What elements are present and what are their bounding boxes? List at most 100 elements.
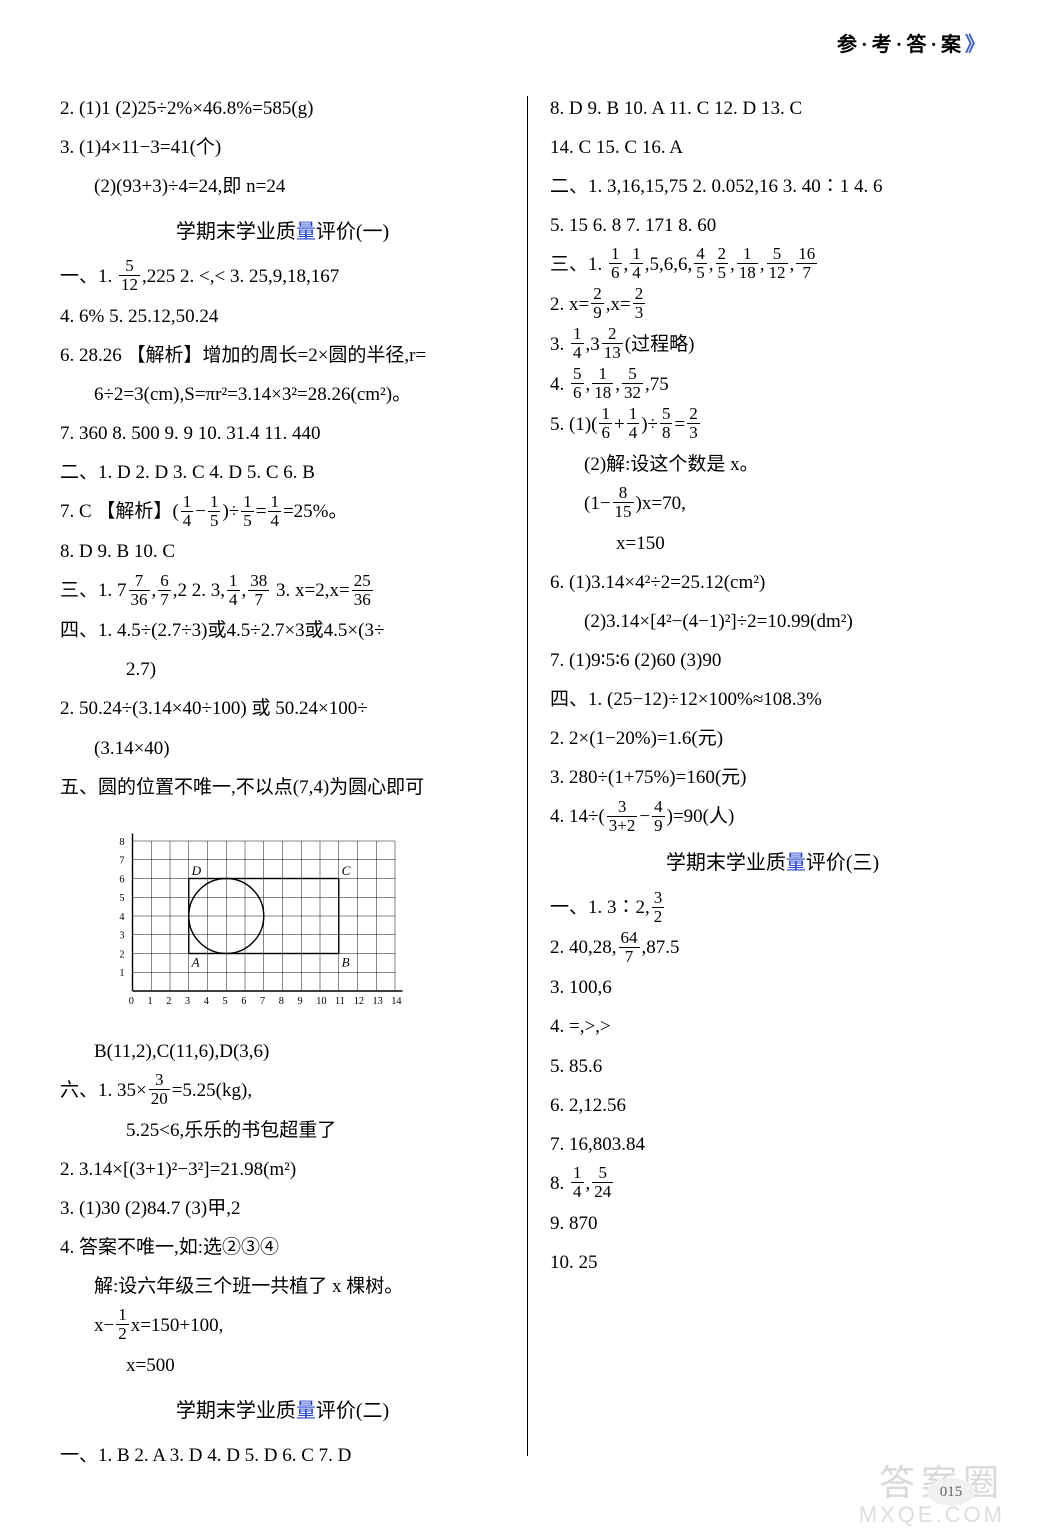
den: 4	[268, 512, 281, 530]
text: x=150+100,	[131, 1315, 224, 1336]
ans-line: 4. 答案不唯一,如:选②③④	[60, 1229, 505, 1266]
fraction: 387	[248, 572, 269, 609]
ans-line: (2)解:设这个数是 x。	[550, 446, 995, 483]
watermark-url: MXQE.COM	[859, 1502, 1005, 1528]
fraction: 29	[591, 285, 604, 322]
fraction: 33+2	[607, 798, 638, 835]
ans-line: 5. 15 6. 8 7. 171 8. 60	[550, 207, 995, 244]
text: 2. 40,28,	[550, 937, 617, 958]
section-title-3: 学期末学业质量评价(三)	[550, 844, 995, 883]
den: 15	[613, 503, 634, 521]
ans-line: 6. 28.26 【解析】增加的周长=2×圆的半径,r=	[60, 337, 505, 374]
fraction: 14	[181, 493, 194, 530]
ans-line: 9. 870	[550, 1205, 995, 1242]
den: 5	[241, 512, 254, 530]
ans-line: x=150	[550, 525, 995, 562]
fraction: 15	[241, 493, 254, 530]
svg-text:B: B	[342, 954, 350, 969]
den: 18	[737, 264, 758, 282]
fraction: 14	[571, 1164, 584, 1201]
num: 5	[119, 257, 140, 276]
ans-line: 7. C 【解析】(14−15)÷15=14=25%。	[60, 493, 505, 531]
text: 三、1. 7	[60, 580, 127, 601]
svg-text:8: 8	[119, 836, 124, 847]
text: =90(人)	[673, 806, 734, 827]
ans-line: 7. 16,803.84	[550, 1126, 995, 1163]
num: 1	[627, 405, 640, 424]
fraction: 532	[622, 365, 643, 402]
den: 5	[208, 512, 221, 530]
num: 2	[591, 285, 604, 304]
num: 2	[602, 325, 623, 344]
svg-text:13: 13	[373, 996, 383, 1007]
den: 4	[571, 1183, 584, 1201]
fraction: 14	[268, 493, 281, 530]
den: 32	[622, 384, 643, 402]
ans-line: 二、1. 3,16,15,75 2. 0.052,16 3. 40∶1 4. 6	[550, 168, 995, 205]
den: 36	[352, 591, 373, 609]
den: 7	[619, 948, 640, 966]
ans-line: (3.14×40)	[60, 730, 505, 767]
title-highlight: 量	[296, 1400, 316, 1422]
den: 4	[227, 591, 240, 609]
ans-line: 2. (1)1 (2)25÷2%×46.8%=585(g)	[60, 90, 505, 127]
fraction: 213	[602, 325, 623, 362]
ans-line: 3. (1)30 (2)84.7 (3)甲,2	[60, 1190, 505, 1227]
text: =5.25(kg),	[172, 1080, 252, 1101]
ans-line: 10. 25	[550, 1244, 995, 1281]
fraction: 32	[652, 889, 665, 926]
fraction: 67	[158, 572, 171, 609]
ans-line: (1−815)x=70,	[550, 485, 995, 523]
fraction: 524	[592, 1164, 613, 1201]
den: 6	[599, 424, 612, 442]
den: 3	[687, 424, 700, 442]
text: 3.	[550, 334, 569, 355]
ans-line: 3. (1)4×11−3=41(个)	[60, 129, 505, 166]
ans-line: 7. (1)9∶5∶6 (2)60 (3)90	[550, 642, 995, 679]
den: 13	[602, 344, 623, 362]
text: ,75	[645, 374, 669, 395]
ans-line: B(11,2),C(11,6),D(3,6)	[60, 1033, 505, 1070]
svg-text:D: D	[191, 862, 202, 877]
num: 25	[352, 572, 373, 591]
ans-line: 六、1. 35×320=5.25(kg),	[60, 1072, 505, 1110]
fraction: 16	[609, 245, 622, 282]
text: (过程略)	[625, 334, 695, 355]
den: 24	[592, 1183, 613, 1201]
den: 3+2	[607, 817, 638, 835]
svg-text:1: 1	[119, 968, 124, 979]
num: 6	[158, 572, 171, 591]
den: 6	[571, 384, 584, 402]
num: 3	[607, 798, 638, 817]
svg-text:2: 2	[166, 996, 171, 1007]
den: 5	[694, 264, 707, 282]
ans-line: 6. (1)3.14×4²÷2=25.12(cm²)	[550, 564, 995, 601]
fraction: 2536	[352, 572, 373, 609]
ans-line: 2. x=29,x=23	[550, 286, 995, 324]
ans-line: x−12x=150+100,	[60, 1307, 505, 1345]
title-text: 评价(一)	[316, 221, 389, 243]
den: 18	[592, 384, 613, 402]
ans-line: 2.7)	[60, 651, 505, 688]
ans-line: 2. 3.14×[(3+1)²−3²]=21.98(m²)	[60, 1151, 505, 1188]
right-column: 8. D 9. B 10. A 11. C 12. D 13. C 14. C …	[528, 90, 995, 1470]
ans-line: 三、1. 7736,67,2 2. 3,14,387 3. x=2,x=2536	[60, 572, 505, 610]
text: 2. x=	[550, 294, 589, 315]
num: 1	[737, 245, 758, 264]
fraction: 25	[716, 245, 729, 282]
title-text: 评价(二)	[316, 1400, 389, 1422]
fraction: 320	[149, 1071, 170, 1108]
ans-line: 5.25<6,乐乐的书包超重了	[60, 1112, 505, 1149]
den: 4	[181, 512, 194, 530]
title-text: 学期末学业质	[666, 852, 786, 874]
ans-line: 二、1. D 2. D 3. C 4. D 5. C 6. B	[60, 454, 505, 491]
den: 9	[591, 304, 604, 322]
svg-text:5: 5	[223, 996, 228, 1007]
fraction: 12	[116, 1306, 129, 1343]
svg-text:0: 0	[129, 996, 134, 1007]
num: 1	[181, 493, 194, 512]
num: 1	[592, 365, 613, 384]
fraction: 23	[687, 405, 700, 442]
svg-text:10: 10	[316, 996, 326, 1007]
text: x=70,	[642, 493, 686, 514]
